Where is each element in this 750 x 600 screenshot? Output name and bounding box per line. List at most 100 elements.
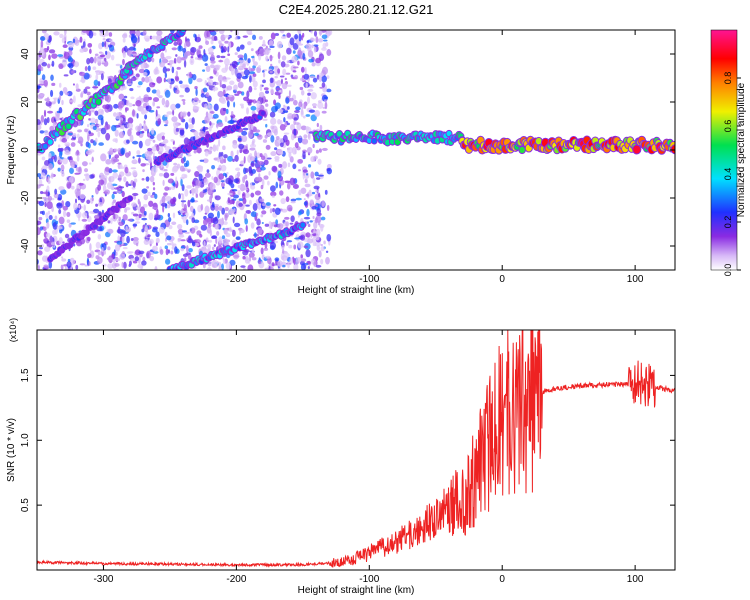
spectrogram-speckle (279, 123, 286, 131)
spectrogram-speckle (101, 247, 104, 253)
spectrogram-speckle (83, 88, 88, 94)
spectrogram-speckle (154, 266, 158, 270)
spectrogram-speckle (306, 208, 310, 217)
spectrogram-speckle (106, 257, 113, 261)
spectrogram-speckle (225, 108, 229, 115)
spectrogram-speckle (184, 188, 189, 197)
spectrogram-speckle (236, 149, 239, 156)
spectrogram-speckle (265, 103, 269, 107)
spectrogram-speckle (178, 193, 181, 200)
spectrogram-speckle (130, 167, 137, 170)
spectrogram-speckle (326, 49, 332, 57)
spectrogram-speckle (113, 103, 119, 109)
spectrogram-speckle (248, 256, 252, 262)
spectrogram-speckle (242, 188, 248, 191)
spectrogram-speckle (307, 133, 311, 139)
spectrogram-speckle (94, 118, 99, 124)
spectrogram-speckle (39, 246, 43, 250)
spectrogram-speckle (126, 82, 133, 86)
spectrogram-speckle (326, 75, 330, 80)
spectrogram-speckle (232, 142, 238, 149)
spectrogram-speckle (294, 122, 300, 125)
spectrogram-speckle (148, 75, 152, 79)
spectrogram-speckle (288, 244, 293, 249)
spectrogram-speckle (47, 63, 51, 69)
spectrogram-speckle (212, 113, 219, 119)
spectrogram-speckle (193, 97, 199, 102)
spectrogram-speckle (102, 37, 106, 41)
spectrogram-speckle (226, 85, 233, 91)
spectrogram-speckle (63, 51, 70, 60)
spectrogram-speckle (274, 240, 278, 244)
spectrogram-speckle (42, 30, 47, 34)
spectrogram-speckle (53, 192, 59, 199)
spectrogram-speckle (212, 86, 219, 91)
x-tick-label: -200 (226, 274, 246, 285)
spectrogram-speckle (239, 148, 243, 154)
spectrogram-speckle (136, 131, 141, 136)
spectrogram-peak (632, 144, 642, 155)
spectrogram-speckle (137, 263, 144, 269)
spectrogram-speckle (278, 94, 281, 100)
spectrogram-speckle (290, 200, 296, 204)
spectrogram-speckle (144, 76, 150, 83)
spectrogram-speckle (207, 243, 212, 250)
spectrogram-speckle (61, 258, 67, 262)
spectrogram-speckle (130, 258, 135, 262)
spectrogram-speckle (266, 49, 269, 56)
spectrogram-speckle (55, 220, 59, 225)
spectrogram-speckle (320, 245, 325, 252)
spectrogram-speckle (96, 55, 102, 64)
spectrogram-speckle (48, 54, 51, 61)
spectrogram-speckle (108, 175, 115, 183)
spectrogram-speckle (311, 62, 316, 67)
spectrogram-speckle (195, 193, 199, 198)
spectrogram-speckle (94, 110, 99, 116)
spectrogram-speckle (54, 215, 58, 220)
spectrogram-speckle (56, 226, 63, 230)
spectrogram-speckle (209, 182, 216, 191)
spectrogram-speckle (282, 264, 286, 268)
spectrogram-speckle (47, 210, 51, 215)
spectrogram-speckle (110, 54, 115, 61)
spectrogram-speckle (278, 163, 283, 168)
spectrogram-speckle (69, 167, 74, 174)
spectrogram-speckle (221, 235, 226, 240)
spectrogram-speckle (302, 52, 306, 60)
spectrogram-speckle (307, 50, 314, 58)
spectrogram-speckle (272, 207, 275, 213)
spectrogram-speckle (168, 59, 175, 65)
spectrogram-speckle (186, 245, 189, 253)
spectrogram-speckle (209, 121, 212, 126)
spectrogram-speckle (184, 231, 190, 234)
spectrogram-speckle (146, 86, 151, 93)
spectrogram-speckle (122, 246, 128, 250)
spectrogram-speckle (135, 216, 140, 221)
spectrogram-speckle (254, 176, 261, 181)
spectrogram-speckle (130, 238, 134, 242)
spectrogram-speckle (195, 88, 198, 97)
spectrogram-speckle (127, 78, 132, 84)
spectrogram-speckle (77, 104, 84, 108)
spectrogram-speckle (37, 227, 41, 236)
spectrogram-speckle (222, 258, 226, 265)
spectrogram-speckle (129, 30, 136, 36)
spectrogram-speckle (176, 163, 181, 169)
spectrogram-speckle (274, 102, 281, 110)
spectrogram-speckle (120, 119, 123, 125)
spectrogram-speckle (227, 192, 233, 196)
spectrogram-speckle (301, 138, 309, 145)
spectrogram-speckle (225, 262, 232, 270)
spectrogram-speckle (193, 150, 197, 154)
spectrogram-speckle (277, 68, 281, 74)
spectrogram-speckle (260, 184, 264, 190)
spectrogram-speckle (62, 205, 69, 211)
spectrogram-speckle (248, 199, 252, 206)
spectrogram-speckle (217, 122, 224, 128)
y-tick-label: 0 (20, 147, 31, 153)
spectrogram-speckle (280, 197, 286, 205)
spectrogram-speckle (253, 132, 260, 136)
spectrogram-speckle (275, 135, 280, 140)
spectrogram-speckle (158, 95, 163, 99)
spectrogram-speckle (210, 60, 216, 64)
